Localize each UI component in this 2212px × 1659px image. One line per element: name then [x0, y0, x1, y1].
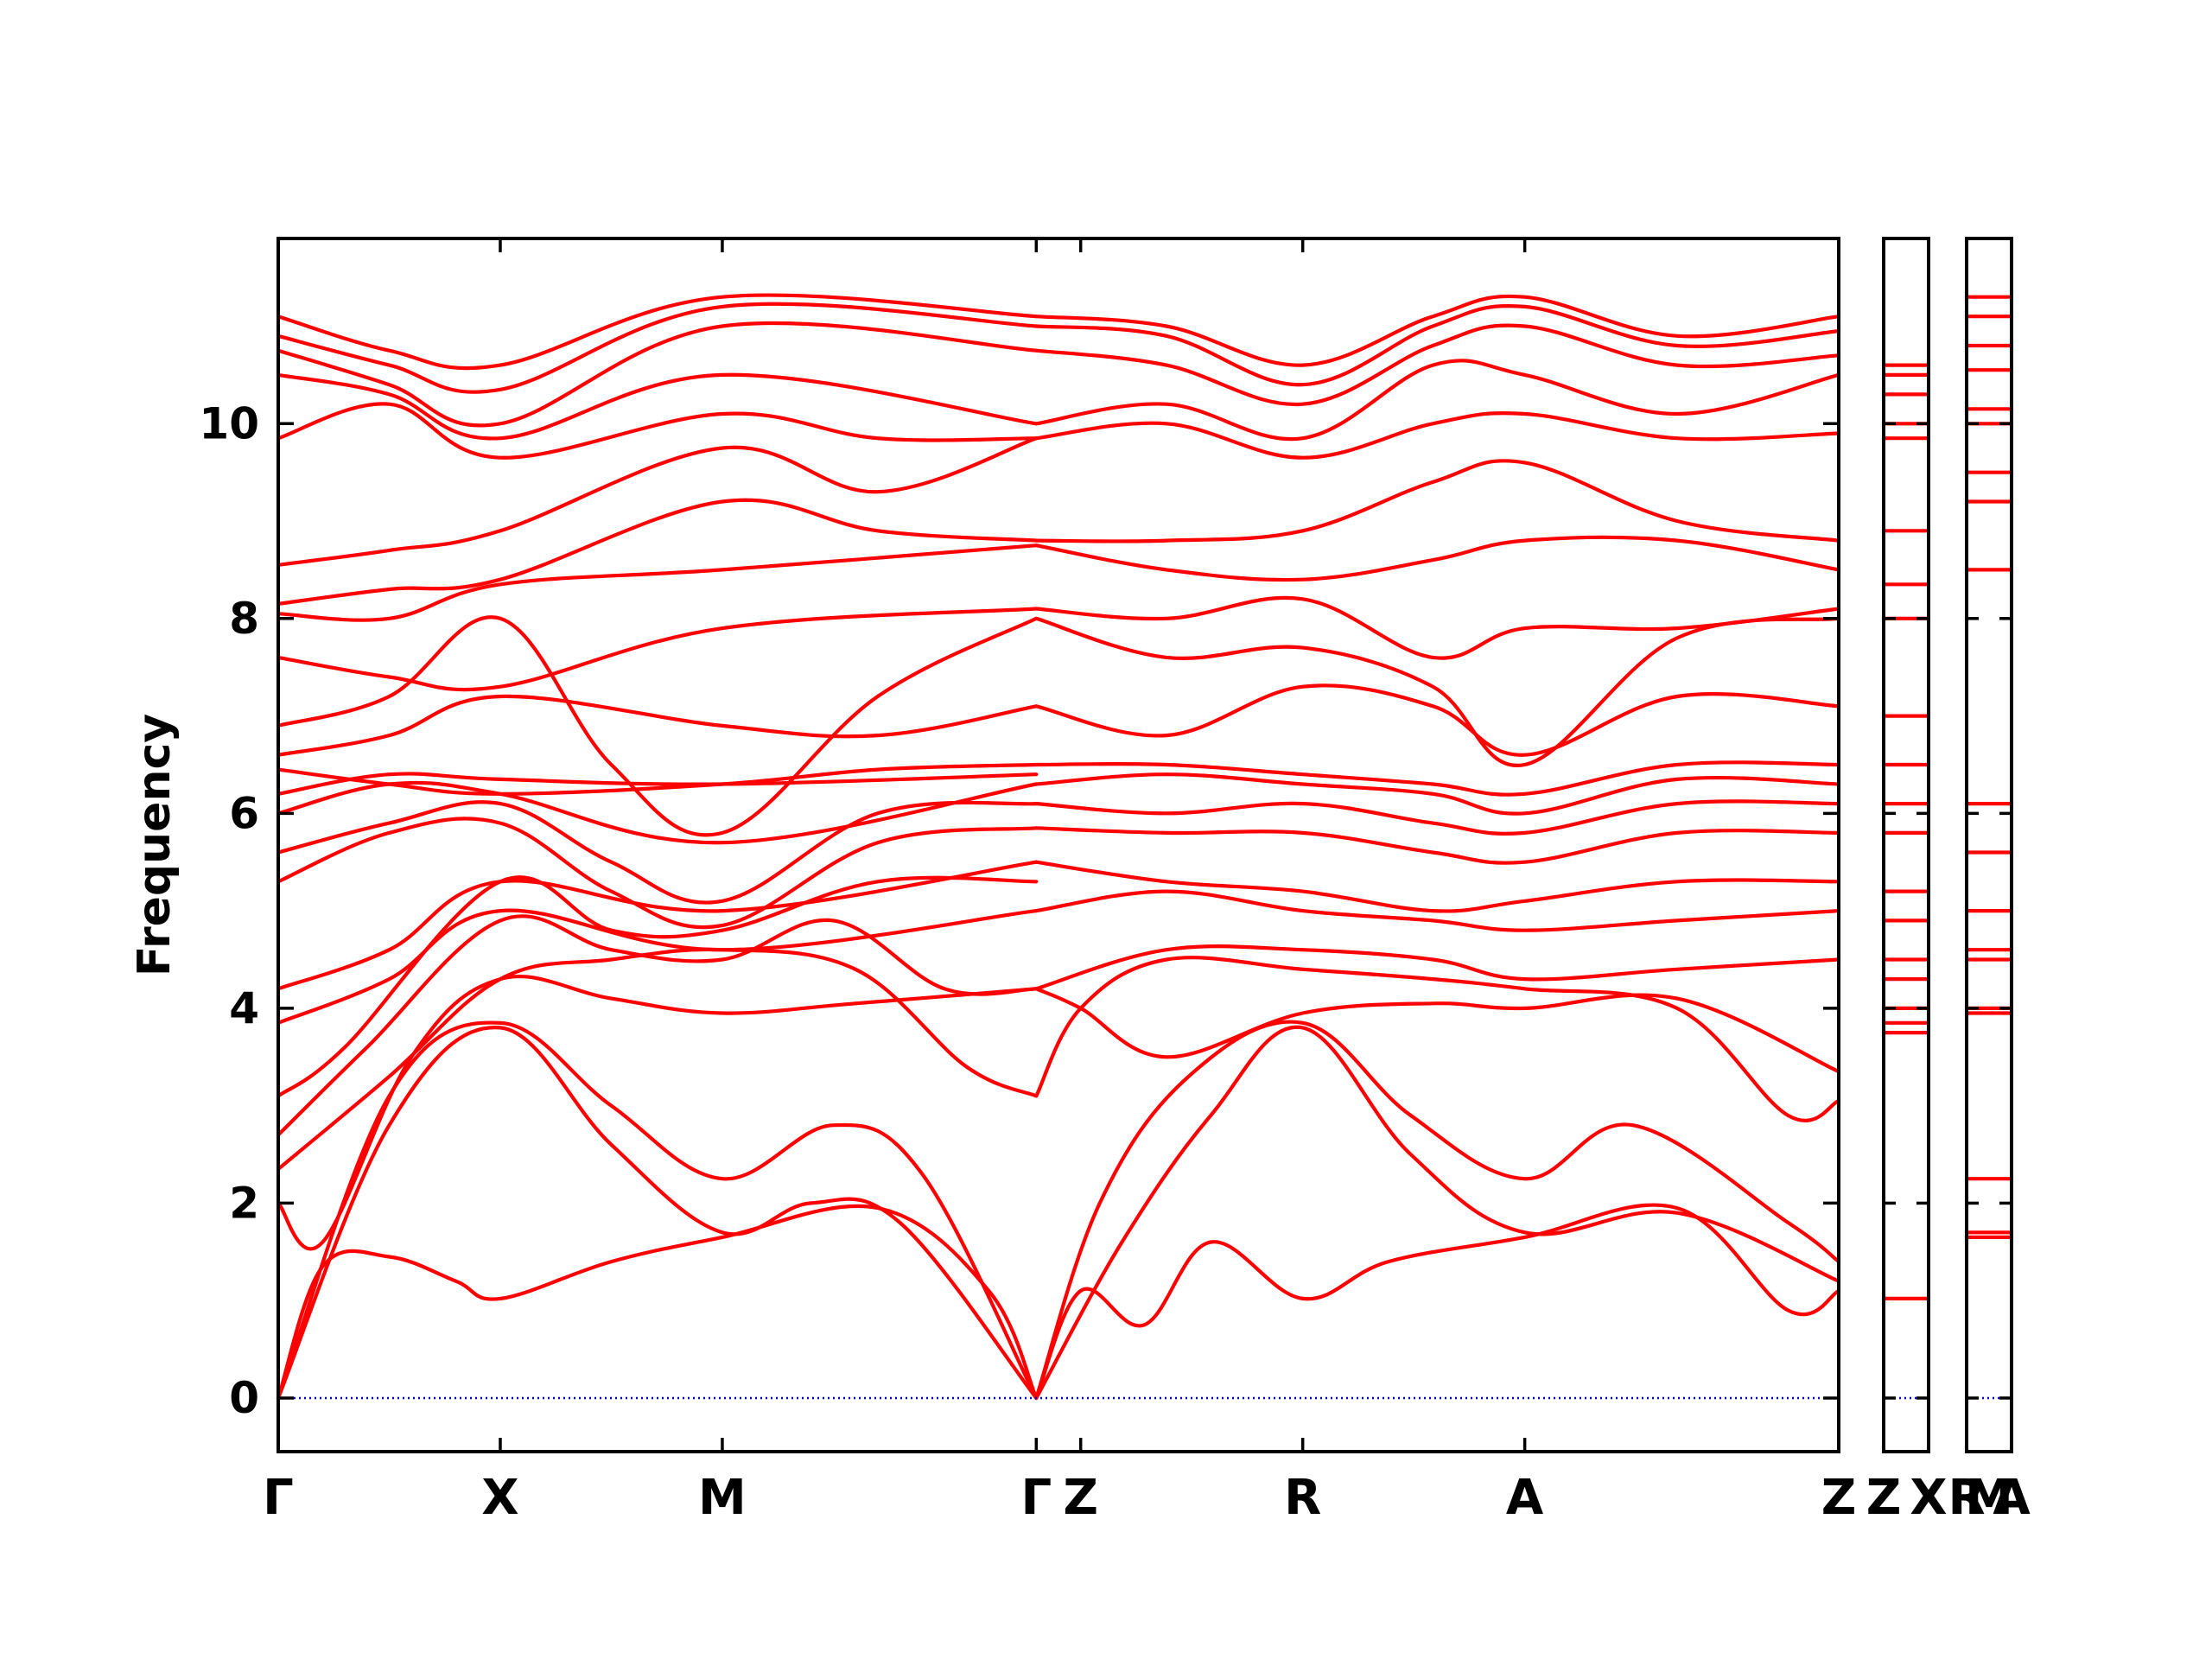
band-line — [276, 947, 1039, 1172]
band-line — [276, 543, 1039, 622]
kpoint-label: Z — [1821, 1470, 1857, 1526]
kpoint-label: M — [1965, 1470, 2013, 1526]
band-line — [1034, 956, 1841, 1122]
band-line — [276, 498, 1039, 606]
kpoint-label: M — [698, 1470, 747, 1526]
band-line — [1034, 944, 1841, 991]
kpoint-label: X — [1910, 1470, 1947, 1526]
band-line — [1034, 359, 1841, 442]
band-line — [1034, 595, 1841, 660]
band-line — [276, 860, 1039, 991]
ra-panel-frame — [1965, 237, 2013, 1453]
band-line — [276, 914, 1039, 1137]
band-line — [1034, 535, 1841, 582]
band-line — [1034, 860, 1841, 913]
band-line — [276, 1020, 1039, 1401]
band-line — [276, 402, 1039, 460]
band-line — [1034, 459, 1841, 543]
y-axis-title: Frequency — [129, 714, 181, 976]
band-line — [1034, 826, 1841, 865]
kpoint-label: Γ — [263, 1470, 294, 1526]
kpoint-label: Γ — [1020, 1470, 1052, 1526]
band-line — [276, 772, 1039, 796]
band-line — [1034, 987, 1841, 1074]
band-line — [276, 694, 1039, 757]
band-line — [1034, 294, 1841, 367]
band-line — [276, 372, 1039, 441]
band-line — [1034, 889, 1841, 932]
band-line — [276, 780, 1039, 845]
y-tick-label: 8 — [229, 594, 259, 644]
band-line — [276, 321, 1039, 428]
band-line — [276, 1026, 1039, 1401]
band-line — [1034, 1025, 1841, 1401]
kpoint-label: X — [481, 1470, 518, 1526]
band-line — [1034, 303, 1841, 387]
bands-zx-panel — [1881, 363, 1931, 1301]
band-line — [1034, 760, 1841, 797]
main-panel-frame — [276, 237, 1840, 1453]
band-line — [1034, 799, 1841, 836]
kpoint-label: Z — [1866, 1470, 1902, 1526]
y-tick-label: 4 — [229, 983, 259, 1033]
band-line — [1034, 1203, 1841, 1401]
band-line — [276, 974, 1039, 1251]
kpoint-label: A — [1506, 1470, 1544, 1526]
band-line — [276, 908, 1039, 1025]
band-line — [276, 436, 1039, 567]
band-line — [276, 817, 1039, 930]
kpoint-label: Z — [1063, 1470, 1098, 1526]
band-line — [276, 615, 1039, 837]
y-tick-label: 0 — [229, 1373, 259, 1423]
band-line — [1034, 772, 1841, 816]
band-line — [1034, 616, 1841, 767]
y-tick-label: 10 — [199, 398, 259, 448]
band-line — [1034, 411, 1841, 460]
kpoint-labels: Γ X M Γ Z R A Z Z X RMA — [263, 1470, 2031, 1526]
band-line — [276, 607, 1039, 692]
kpoint-label: A — [1993, 1470, 2031, 1526]
y-tick-label: 6 — [229, 788, 259, 838]
kpoint-label: R — [1948, 1470, 1985, 1526]
band-line — [1034, 1020, 1841, 1401]
bands-main-panel — [276, 293, 1841, 1401]
band-line — [276, 1204, 1039, 1401]
zx-panel-frame — [1882, 237, 1930, 1453]
band-line — [1034, 683, 1841, 757]
y-tick-label: 2 — [229, 1178, 259, 1228]
band-line — [276, 302, 1039, 394]
band-line — [1034, 323, 1841, 407]
band-line — [276, 293, 1039, 371]
kpoint-label: R — [1284, 1470, 1321, 1526]
y-tick-labels: 0 2 4 6 8 10 — [199, 398, 259, 1423]
band-line — [276, 800, 1039, 905]
